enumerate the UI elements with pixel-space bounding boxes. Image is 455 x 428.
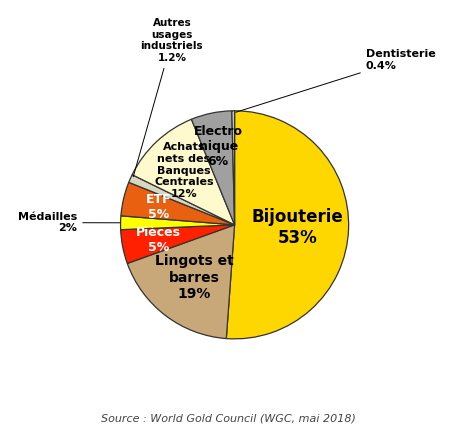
Wedge shape [127, 225, 234, 339]
Text: Autres
usages
industriels
1.2%: Autres usages industriels 1.2% [133, 18, 203, 177]
Text: Médailles
2%: Médailles 2% [18, 212, 120, 233]
Wedge shape [120, 216, 234, 230]
Text: Dentisterie
0.4%: Dentisterie 0.4% [235, 49, 435, 112]
Wedge shape [121, 182, 234, 225]
Wedge shape [121, 225, 234, 264]
Text: Pièces
5%: Pièces 5% [136, 226, 181, 254]
Wedge shape [226, 111, 348, 339]
Wedge shape [191, 111, 234, 225]
Text: Electro
nique
6%: Electro nique 6% [193, 125, 242, 168]
Text: ETF
5%: ETF 5% [146, 193, 172, 221]
Text: Source : World Gold Council (WGC, mai 2018): Source : World Gold Council (WGC, mai 20… [101, 414, 354, 424]
Text: Achats
nets des
Banques
Centrales
12%: Achats nets des Banques Centrales 12% [154, 143, 213, 199]
Wedge shape [128, 175, 234, 225]
Text: Lingots et
barres
19%: Lingots et barres 19% [155, 254, 233, 301]
Wedge shape [231, 111, 234, 225]
Text: Bijouterie
53%: Bijouterie 53% [251, 208, 343, 247]
Wedge shape [132, 119, 234, 225]
